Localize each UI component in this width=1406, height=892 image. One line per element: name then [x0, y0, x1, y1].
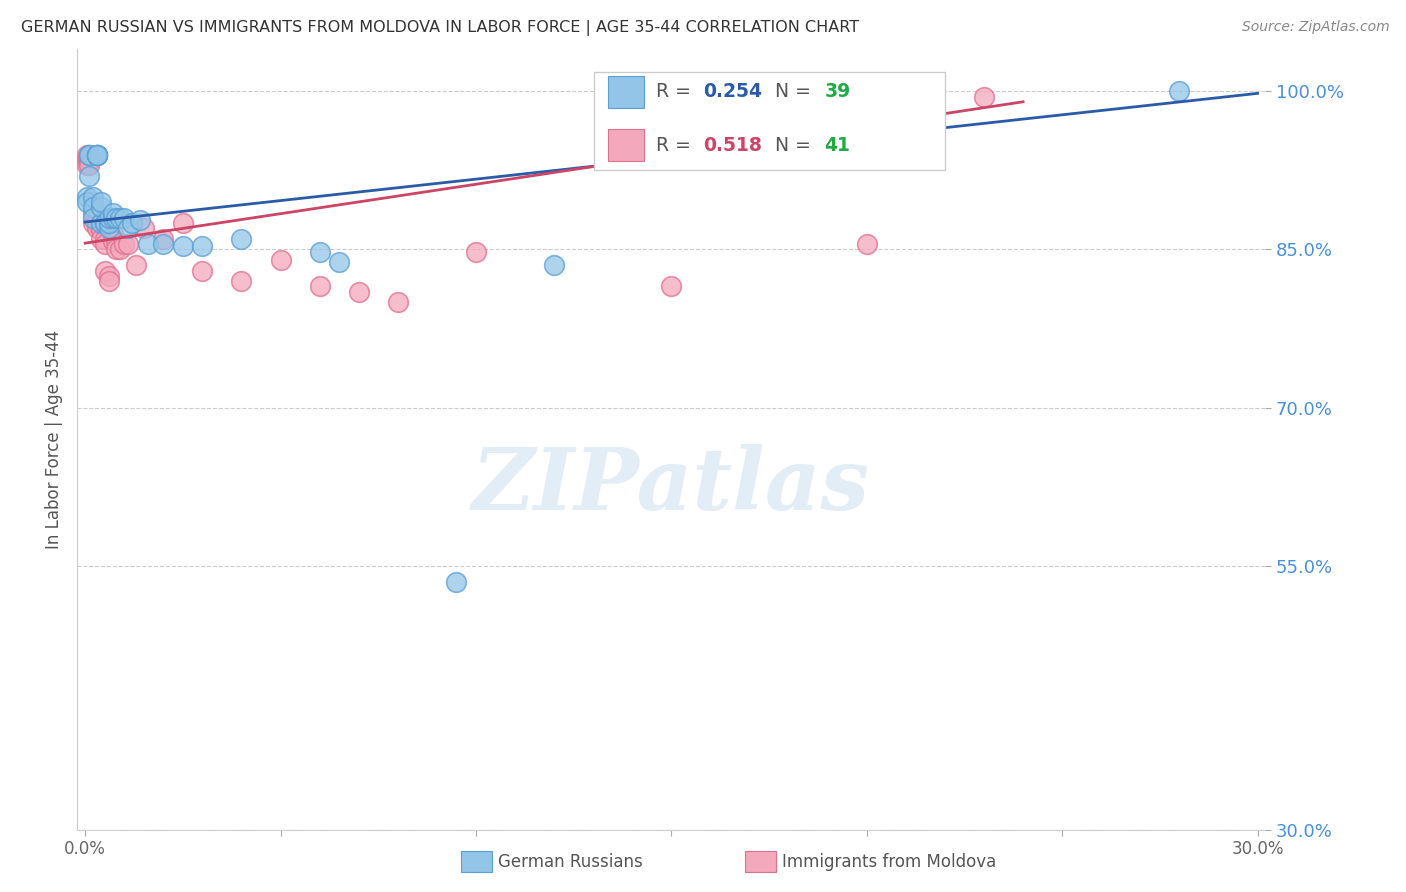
Point — [387, 295, 409, 310]
Point — [77, 147, 100, 161]
Point — [97, 211, 120, 225]
Text: Immigrants from Moldova: Immigrants from Moldova — [782, 853, 995, 871]
Bar — [609, 129, 644, 161]
Point — [308, 279, 330, 293]
Point — [105, 243, 128, 257]
Point — [93, 216, 115, 230]
Point — [172, 239, 194, 253]
Point — [86, 221, 108, 235]
Point — [82, 216, 104, 230]
Text: 39: 39 — [825, 82, 851, 102]
Point — [121, 216, 143, 230]
Point — [347, 285, 370, 299]
Text: ZIPatlas: ZIPatlas — [472, 444, 870, 528]
Point — [77, 147, 100, 161]
Text: 0.518: 0.518 — [703, 136, 762, 154]
Y-axis label: In Labor Force | Age 35-44: In Labor Force | Age 35-44 — [45, 330, 63, 549]
Point — [191, 239, 214, 253]
Point — [125, 258, 148, 272]
Point — [101, 234, 124, 248]
Point — [855, 237, 877, 252]
Point — [86, 216, 108, 230]
Point — [76, 194, 98, 209]
Point — [112, 237, 135, 252]
Point — [82, 194, 104, 209]
Point — [82, 200, 104, 214]
Point — [132, 221, 155, 235]
Point — [90, 200, 112, 214]
Point — [82, 205, 104, 219]
Text: Source: ZipAtlas.com: Source: ZipAtlas.com — [1241, 20, 1389, 34]
Point — [77, 147, 100, 161]
Bar — [461, 851, 492, 872]
Point — [543, 258, 565, 272]
Point — [172, 216, 194, 230]
Point — [117, 221, 139, 235]
Point — [1168, 84, 1191, 98]
Point — [76, 158, 98, 172]
Point — [76, 147, 98, 161]
Point — [231, 274, 253, 288]
Text: N =: N = — [775, 136, 817, 154]
Point — [105, 234, 128, 248]
Point — [465, 244, 488, 259]
Point — [90, 232, 112, 246]
Point — [90, 194, 112, 209]
Point — [110, 243, 132, 257]
Point — [128, 213, 150, 227]
Bar — [745, 851, 776, 872]
Point — [152, 237, 174, 252]
Point — [76, 190, 98, 204]
Point — [328, 255, 350, 269]
Text: R =: R = — [657, 136, 697, 154]
Point — [86, 147, 108, 161]
Point — [86, 147, 108, 161]
Point — [77, 153, 100, 167]
Point — [93, 237, 115, 252]
Point — [661, 279, 683, 293]
Point — [446, 574, 468, 589]
Point — [231, 232, 253, 246]
Text: N =: N = — [775, 82, 817, 102]
Point — [82, 211, 104, 225]
Point — [93, 232, 115, 246]
Point — [308, 244, 330, 259]
Point — [76, 153, 98, 167]
Point — [93, 216, 115, 230]
Point — [82, 190, 104, 204]
Point — [270, 252, 292, 267]
Point — [86, 213, 108, 227]
Text: R =: R = — [657, 82, 697, 102]
Point — [112, 211, 135, 225]
Point — [97, 268, 120, 283]
Point — [97, 221, 120, 235]
Point — [101, 211, 124, 225]
Text: German Russians: German Russians — [498, 853, 643, 871]
Point — [101, 205, 124, 219]
Point — [86, 147, 108, 161]
Bar — [609, 77, 644, 108]
Point — [90, 216, 112, 230]
Point — [97, 216, 120, 230]
Text: 41: 41 — [825, 136, 851, 154]
Point — [86, 211, 108, 225]
Point — [152, 232, 174, 246]
FancyBboxPatch shape — [595, 72, 945, 170]
Point — [973, 89, 995, 103]
Point — [110, 211, 132, 225]
Text: 0.254: 0.254 — [703, 82, 762, 102]
Point — [86, 147, 108, 161]
Point — [136, 237, 159, 252]
Point — [101, 227, 124, 241]
Point — [90, 223, 112, 237]
Point — [86, 147, 108, 161]
Point — [191, 263, 214, 277]
Point — [77, 169, 100, 183]
Point — [105, 211, 128, 225]
Point — [97, 274, 120, 288]
Point — [77, 158, 100, 172]
Text: GERMAN RUSSIAN VS IMMIGRANTS FROM MOLDOVA IN LABOR FORCE | AGE 35-44 CORRELATION: GERMAN RUSSIAN VS IMMIGRANTS FROM MOLDOV… — [21, 20, 859, 36]
Point — [117, 237, 139, 252]
Point — [93, 263, 115, 277]
